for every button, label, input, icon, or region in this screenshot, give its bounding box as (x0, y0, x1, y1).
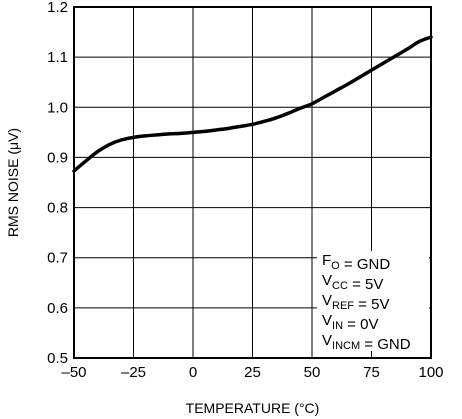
y-tick-labels: 0.5 0.6 0.7 0.8 0.9 1.0 1.1 1.2 (47, 0, 68, 367)
y-tick-label: 0.7 (47, 250, 68, 267)
conditions-note-line: VREF = 5V (322, 292, 389, 313)
note-text: = 0V (343, 316, 378, 333)
note-text: V (322, 272, 332, 289)
subscript: IN (332, 320, 343, 332)
series-line (72, 35, 433, 173)
note-text: V (322, 332, 332, 349)
subscript: CC (332, 280, 348, 292)
conditions-note-backdrop (317, 251, 429, 351)
y-tick-label: 0.5 (47, 350, 68, 367)
subscript: INCM (332, 340, 360, 352)
y-tick-label: 1.2 (47, 0, 68, 16)
conditions-note-line: VINCM = GND (322, 332, 411, 353)
series-curve-layer (72, 35, 433, 173)
gridlines (73, 6, 432, 359)
y-axis-title: RMS NOISE (μV) (5, 128, 21, 237)
x-tick-label: 0 (189, 364, 197, 381)
note-text: F (322, 252, 331, 269)
x-tick-label: –50 (61, 364, 86, 381)
x-tick-label: –25 (121, 364, 146, 381)
y-tick-label: 0.6 (47, 300, 68, 317)
plot-frame (73, 6, 432, 359)
x-tick-label: 75 (363, 364, 380, 381)
x-axis-title: TEMPERATURE (°C) (186, 400, 320, 416)
conditions-note-background (317, 251, 429, 351)
y-tick-label: 1.0 (47, 99, 68, 116)
x-tick-label: 25 (244, 364, 261, 381)
conditions-note-line: VIN = 0V (322, 312, 378, 333)
conditions-note-line: FO = GND (322, 252, 390, 273)
note-text: V (322, 292, 332, 309)
subscript: O (331, 260, 340, 272)
y-tick-label: 0.9 (47, 149, 68, 166)
conditions-note-line: VCC = 5V (322, 272, 383, 293)
note-text: = 5V (348, 276, 383, 293)
x-tick-label: 50 (304, 364, 321, 381)
subscript: REF (332, 300, 354, 312)
note-text: = 5V (354, 296, 389, 313)
note-text: = GND (340, 256, 391, 273)
note-text: = GND (360, 336, 411, 353)
x-tick-labels: –50 –25 0 25 50 75 100 (61, 364, 443, 381)
y-tick-label: 0.8 (47, 200, 68, 217)
note-text: V (322, 312, 332, 329)
x-tick-label: 100 (418, 364, 443, 381)
y-tick-label: 1.1 (47, 49, 68, 66)
